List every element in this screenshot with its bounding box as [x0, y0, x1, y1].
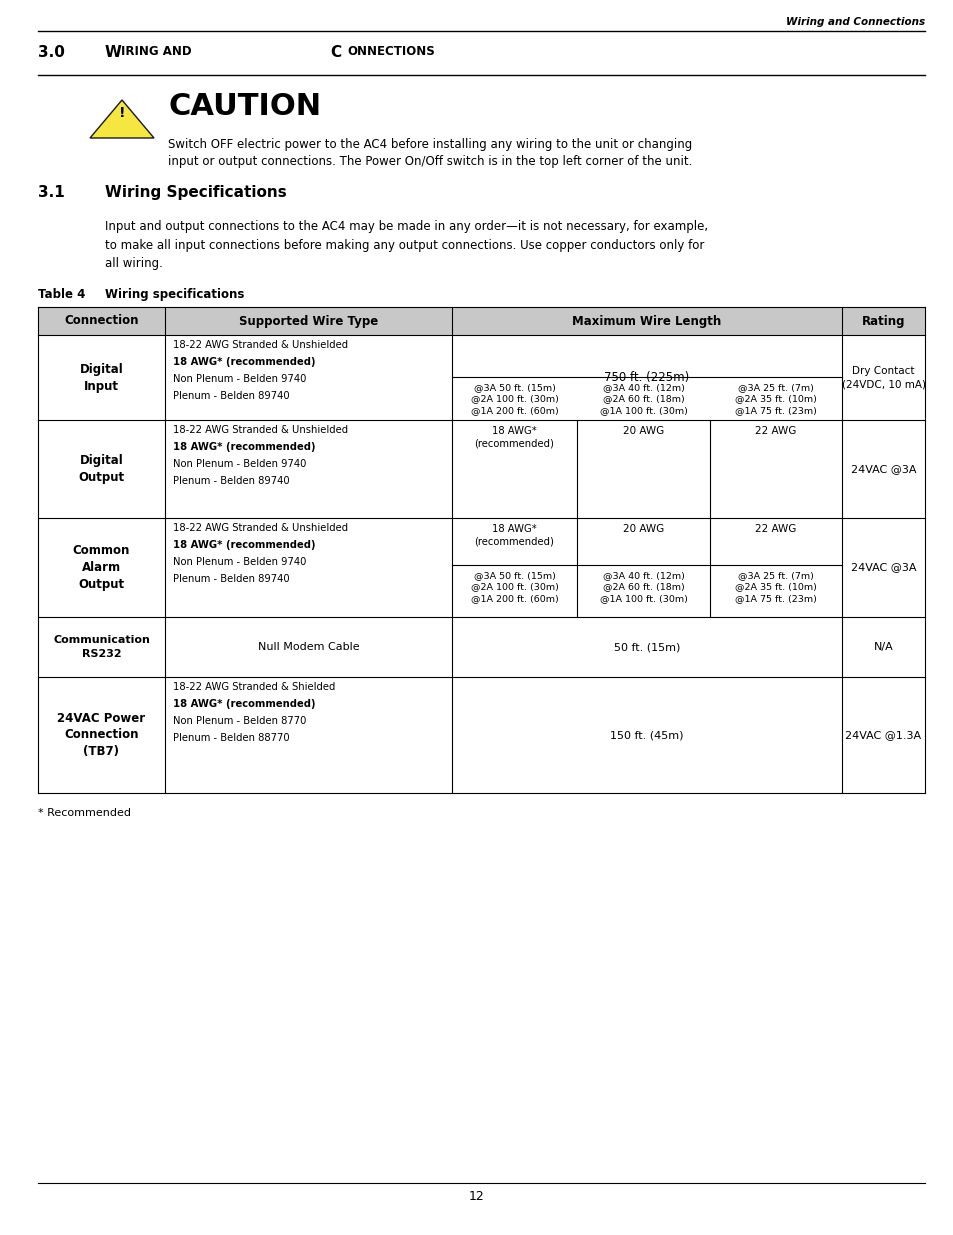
Text: 3.0: 3.0: [38, 44, 65, 61]
Text: 20 AWG: 20 AWG: [622, 524, 663, 534]
Text: 24VAC @3A: 24VAC @3A: [850, 464, 915, 474]
Text: CAUTION: CAUTION: [168, 91, 321, 121]
Text: @3A 40 ft. (12m)
@2A 60 ft. (18m)
@1A 100 ft. (30m): @3A 40 ft. (12m) @2A 60 ft. (18m) @1A 10…: [598, 571, 687, 603]
Text: ONNECTIONS: ONNECTIONS: [347, 44, 435, 58]
Text: 18 AWG* (recommended): 18 AWG* (recommended): [172, 540, 315, 550]
Text: Supported Wire Type: Supported Wire Type: [238, 315, 377, 327]
Text: 18 AWG* (recommended): 18 AWG* (recommended): [172, 699, 315, 709]
Text: Plenum - Belden 89740: Plenum - Belden 89740: [172, 574, 290, 584]
Text: 24VAC @3A: 24VAC @3A: [850, 562, 915, 573]
Text: Wiring specifications: Wiring specifications: [105, 288, 244, 301]
Text: 24VAC @1.3A: 24VAC @1.3A: [844, 730, 921, 740]
Text: C: C: [330, 44, 341, 61]
Text: @3A 25 ft. (7m)
@2A 35 ft. (10m)
@1A 75 ft. (23m): @3A 25 ft. (7m) @2A 35 ft. (10m) @1A 75 …: [735, 571, 816, 603]
Text: Input and output connections to the AC4 may be made in any order—it is not neces: Input and output connections to the AC4 …: [105, 220, 707, 270]
Text: @3A 50 ft. (15m)
@2A 100 ft. (30m)
@1A 200 ft. (60m): @3A 50 ft. (15m) @2A 100 ft. (30m) @1A 2…: [470, 383, 558, 415]
Text: Non Plenum - Belden 8770: Non Plenum - Belden 8770: [172, 716, 306, 726]
Text: @3A 25 ft. (7m)
@2A 35 ft. (10m)
@1A 75 ft. (23m): @3A 25 ft. (7m) @2A 35 ft. (10m) @1A 75 …: [735, 383, 816, 415]
Text: input or output connections. The Power On/Off switch is in the top left corner o: input or output connections. The Power O…: [168, 156, 692, 168]
Text: IRING AND: IRING AND: [121, 44, 195, 58]
Text: 750 ft. (225m): 750 ft. (225m): [604, 370, 689, 384]
Text: Non Plenum - Belden 9740: Non Plenum - Belden 9740: [172, 459, 306, 469]
Polygon shape: [90, 100, 153, 138]
Text: 18-22 AWG Stranded & Unshielded: 18-22 AWG Stranded & Unshielded: [172, 340, 348, 350]
Text: @3A 50 ft. (15m)
@2A 100 ft. (30m)
@1A 200 ft. (60m): @3A 50 ft. (15m) @2A 100 ft. (30m) @1A 2…: [470, 571, 558, 603]
Text: Non Plenum - Belden 9740: Non Plenum - Belden 9740: [172, 557, 306, 567]
Text: @3A 40 ft. (12m)
@2A 60 ft. (18m)
@1A 100 ft. (30m): @3A 40 ft. (12m) @2A 60 ft. (18m) @1A 10…: [598, 383, 687, 415]
Text: 150 ft. (45m): 150 ft. (45m): [610, 730, 683, 740]
Text: 50 ft. (15m): 50 ft. (15m): [613, 642, 679, 652]
Text: N/A: N/A: [873, 642, 892, 652]
Text: 18-22 AWG Stranded & Unshielded: 18-22 AWG Stranded & Unshielded: [172, 425, 348, 435]
Text: 18 AWG*
(recommended): 18 AWG* (recommended): [474, 426, 554, 448]
Text: Rating: Rating: [861, 315, 904, 327]
Text: 18 AWG* (recommended): 18 AWG* (recommended): [172, 442, 315, 452]
Text: Wiring Specifications: Wiring Specifications: [105, 185, 287, 200]
Text: Table 4: Table 4: [38, 288, 85, 301]
Text: 18-22 AWG Stranded & Unshielded: 18-22 AWG Stranded & Unshielded: [172, 522, 348, 534]
Text: 3.1: 3.1: [38, 185, 65, 200]
Text: 12: 12: [469, 1191, 484, 1203]
Text: Maximum Wire Length: Maximum Wire Length: [572, 315, 720, 327]
Text: Wiring and Connections: Wiring and Connections: [785, 17, 924, 27]
Text: Plenum - Belden 89740: Plenum - Belden 89740: [172, 391, 290, 401]
Text: Connection: Connection: [64, 315, 138, 327]
Text: Digital
Input: Digital Input: [79, 363, 123, 393]
Text: Plenum - Belden 88770: Plenum - Belden 88770: [172, 734, 290, 743]
Text: 20 AWG: 20 AWG: [622, 426, 663, 436]
Text: !: !: [118, 106, 125, 120]
Text: Switch OFF electric power to the AC4 before installing any wiring to the unit or: Switch OFF electric power to the AC4 bef…: [168, 138, 692, 151]
Text: * Recommended: * Recommended: [38, 808, 131, 818]
Text: 18 AWG* (recommended): 18 AWG* (recommended): [172, 357, 315, 367]
Text: Digital
Output: Digital Output: [78, 454, 125, 484]
Bar: [38, 308, 924, 335]
Text: Non Plenum - Belden 9740: Non Plenum - Belden 9740: [172, 374, 306, 384]
Text: Null Modem Cable: Null Modem Cable: [257, 642, 359, 652]
Text: 18 AWG*
(recommended): 18 AWG* (recommended): [474, 524, 554, 546]
Text: Communication
RS232: Communication RS232: [53, 635, 150, 658]
Text: W: W: [105, 44, 122, 61]
Text: Plenum - Belden 89740: Plenum - Belden 89740: [172, 475, 290, 487]
Text: 22 AWG: 22 AWG: [755, 426, 796, 436]
Text: Dry Contact
(24VDC, 10 mA): Dry Contact (24VDC, 10 mA): [841, 366, 924, 389]
Text: 22 AWG: 22 AWG: [755, 524, 796, 534]
Text: 24VAC Power
Connection
(TB7): 24VAC Power Connection (TB7): [57, 711, 146, 758]
Text: Common
Alarm
Output: Common Alarm Output: [72, 543, 130, 592]
Text: 18-22 AWG Stranded & Shielded: 18-22 AWG Stranded & Shielded: [172, 682, 335, 692]
